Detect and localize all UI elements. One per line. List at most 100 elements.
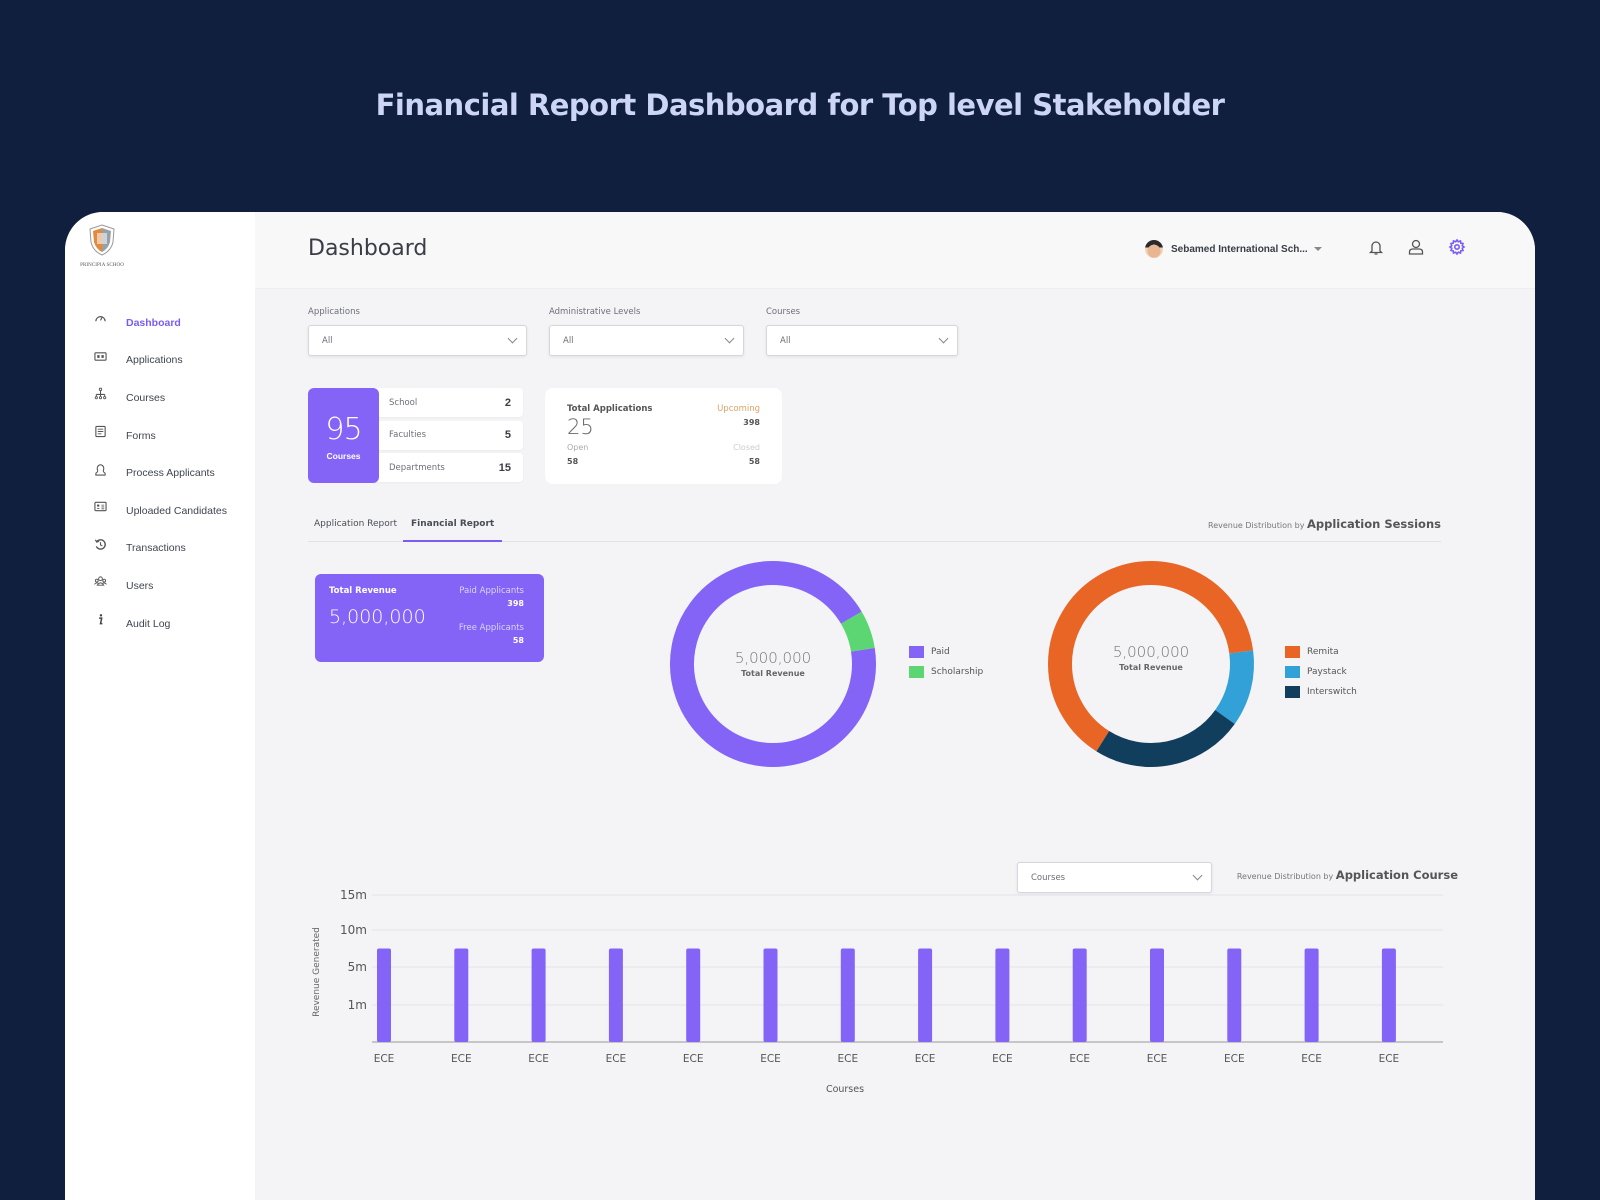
x-tick-label: ECE <box>528 1053 549 1065</box>
select-value: All <box>780 335 791 346</box>
x-tick-label: ECE <box>1147 1053 1168 1065</box>
bar[interactable] <box>1227 948 1242 1043</box>
x-tick-label: ECE <box>992 1053 1013 1065</box>
donut-center: 5,000,000 Total Revenue <box>1046 643 1256 672</box>
applications-select[interactable]: All <box>308 325 527 356</box>
user-icon[interactable] <box>1407 238 1425 256</box>
org-switcher[interactable]: Sebamed International Sch... <box>1145 240 1322 258</box>
sidebar-item-label: Forms <box>126 429 156 442</box>
sidebar-item-applications[interactable]: Applications <box>93 342 227 380</box>
free-applicants-label: Free Applicants <box>458 623 524 633</box>
sidebar: PRINCIPIA SCHOO Dashboard Applications C… <box>65 212 255 1200</box>
sidebar-item-transactions[interactable]: Transactions <box>93 530 227 568</box>
bar[interactable] <box>686 948 701 1043</box>
paid-applicants-value: 398 <box>507 599 524 608</box>
donut-segment-interswitch[interactable] <box>1096 709 1235 767</box>
stat-value: 2 <box>504 396 511 409</box>
sidebar-item-label: Courses <box>126 391 166 404</box>
bar[interactable] <box>377 948 391 1043</box>
donut-center-label: Total Revenue <box>741 669 805 678</box>
x-tick-label: ECE <box>1301 1053 1322 1065</box>
y-tick-label: 15m <box>340 888 367 902</box>
select-value: All <box>322 335 333 346</box>
sidebar-item-audit-log[interactable]: Audit Log <box>93 605 227 643</box>
total-revenue-title: Total Revenue <box>329 586 397 596</box>
stat-label: Departments <box>389 462 445 473</box>
tab-financial-report[interactable]: Financial Report <box>403 519 503 542</box>
bar[interactable] <box>995 948 1010 1043</box>
closed-label: Closed <box>733 443 760 452</box>
filter-label: Applications <box>308 307 360 317</box>
sidebar-item-process-applicants[interactable]: Process Applicants <box>93 454 227 492</box>
bar[interactable] <box>1072 948 1087 1043</box>
administrative-levels-select[interactable]: All <box>549 325 744 356</box>
bar-chart: 1m 5m 10m 15m ECE ECE ECE ECE ECE ECE ECE ECE ECE ECE… <box>312 888 1443 1095</box>
caret-down-icon <box>1313 247 1322 251</box>
donut-segment-remita[interactable] <box>1048 561 1254 752</box>
total-applications-value: 25 <box>567 415 594 439</box>
avatar <box>1145 240 1163 258</box>
sidebar-item-forms[interactable]: Forms <box>93 417 227 455</box>
donut-segment-paid[interactable] <box>670 561 876 767</box>
id-card-icon <box>93 349 107 363</box>
chevron-down-icon <box>938 333 949 344</box>
legend-label: Remita <box>1307 647 1339 657</box>
x-tick-label: ECE <box>374 1053 395 1065</box>
bar[interactable] <box>531 948 546 1043</box>
y-tick-label: 5m <box>348 960 367 974</box>
sidebar-item-label: Audit Log <box>126 617 171 630</box>
filter-label: Administrative Levels <box>549 307 641 317</box>
legend-item-paystack: Paystack <box>1285 662 1357 682</box>
bell-icon[interactable] <box>1367 238 1385 256</box>
payment-type-donut: 5,000,000 Total Revenue <box>668 559 878 769</box>
bar[interactable] <box>840 948 855 1043</box>
donut-center-value: 5,000,000 <box>1112 643 1190 661</box>
legend-swatch <box>909 666 924 678</box>
x-tick-label: ECE <box>915 1053 936 1065</box>
legend-label: Paid <box>931 647 950 657</box>
form-icon <box>93 425 107 439</box>
sessions-caption: Revenue Distribution by Application Sess… <box>1208 517 1441 531</box>
tab-application-report[interactable]: Application Report <box>314 519 397 529</box>
open-label: Open <box>567 443 589 452</box>
bar[interactable] <box>1304 948 1319 1043</box>
x-tick-label: ECE <box>683 1053 704 1065</box>
sidebar-item-label: Applications <box>126 354 183 367</box>
sidebar-item-dashboard[interactable]: Dashboard <box>93 304 227 342</box>
x-tick-label: ECE <box>760 1053 781 1065</box>
courses-select[interactable]: All <box>766 325 958 356</box>
sidebar-item-label: Transactions <box>126 542 186 555</box>
bar[interactable] <box>918 948 933 1043</box>
sidebar-item-users[interactable]: Users <box>93 567 227 605</box>
users-icon <box>93 575 107 589</box>
y-tick-label: 1m <box>348 998 367 1012</box>
donut-segment-scholarship[interactable] <box>840 611 875 653</box>
y-tick-label: 10m <box>340 923 367 937</box>
info-icon <box>93 613 107 627</box>
bar[interactable] <box>1150 948 1164 1043</box>
bar[interactable] <box>454 948 469 1043</box>
school-logo[interactable]: PRINCIPIA SCHOO <box>75 224 129 268</box>
total-revenue-value: 5,000,000 <box>329 606 426 628</box>
gear-icon[interactable] <box>1448 238 1466 256</box>
bar[interactable] <box>763 948 778 1043</box>
select-value: All <box>563 335 574 346</box>
x-tick-label: ECE <box>1069 1053 1090 1065</box>
sidebar-item-uploaded-candidates[interactable]: Uploaded Candidates <box>93 492 227 530</box>
stat-row-faculties: Faculties 5 <box>373 420 523 450</box>
revenue-by-course-chart: 1m 5m 10m 15m ECE ECE ECE ECE ECE ECE ECE ECE ECE ECE… <box>295 882 1455 1142</box>
org-name: Sebamed International Sch... <box>1171 243 1308 255</box>
chevron-down-icon <box>724 333 735 344</box>
x-tick-label: ECE <box>837 1053 858 1065</box>
sidebar-item-label: Process Applicants <box>126 467 215 480</box>
stat-row-school: School 2 <box>373 388 523 417</box>
y-axis-title: Revenue Generated <box>312 927 322 1017</box>
bar[interactable] <box>1381 948 1396 1043</box>
course-chart-select[interactable]: Courses <box>1017 862 1212 893</box>
sidebar-item-courses[interactable]: Courses <box>93 379 227 417</box>
top-bar: Dashboard Sebamed International Sch... <box>255 212 1535 289</box>
structure-stats: School 2 Faculties 5 Departments 15 <box>373 388 523 486</box>
donut-segment-paystack[interactable] <box>1214 650 1254 724</box>
bar[interactable] <box>608 948 623 1043</box>
chevron-down-icon <box>507 333 518 344</box>
